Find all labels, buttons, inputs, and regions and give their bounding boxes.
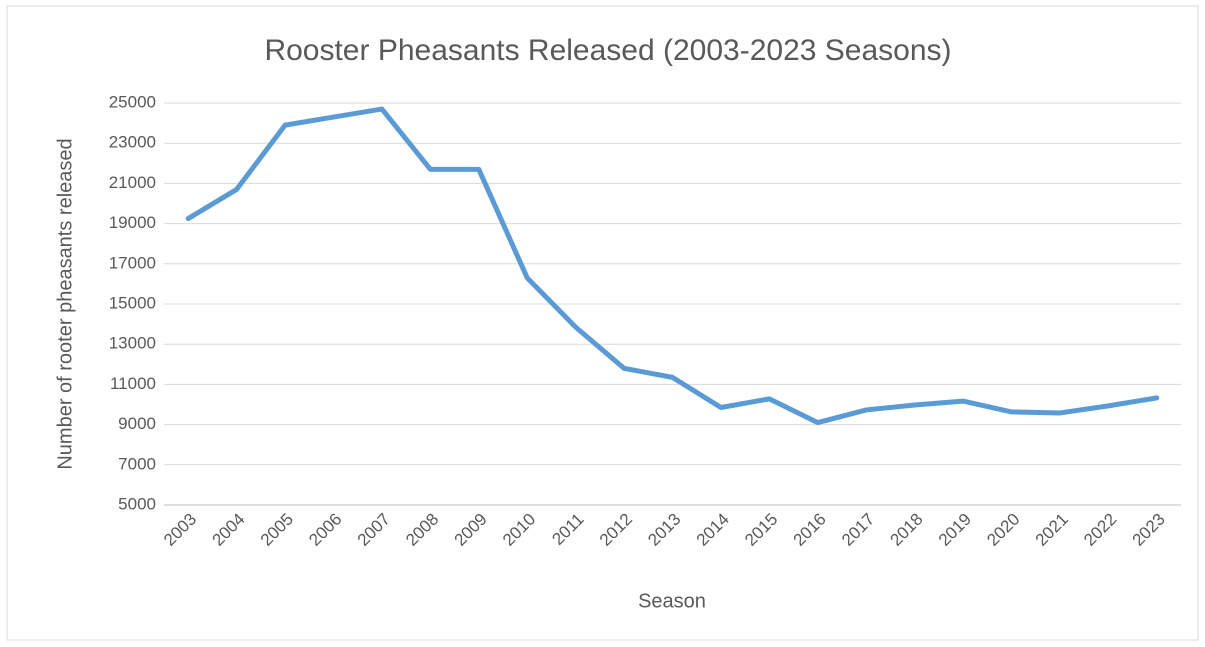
x-axis-label: Season <box>638 590 706 612</box>
y-tick-label: 17000 <box>109 253 156 272</box>
y-axis-label: Number of rooter pheasants released <box>54 138 76 469</box>
chart-frame <box>6 5 1199 641</box>
y-tick-label: 15000 <box>109 293 156 312</box>
y-tick-label: 21000 <box>109 173 156 192</box>
y-tick-label: 5000 <box>118 494 156 513</box>
data-line <box>185 106 1160 426</box>
y-tick-label: 19000 <box>109 213 156 232</box>
chart-title: Rooster Pheasants Released (2003-2023 Se… <box>264 34 951 67</box>
y-tick-label: 11000 <box>110 374 156 393</box>
y-tick-label: 25000 <box>109 92 156 111</box>
y-tick-label: 7000 <box>118 454 156 473</box>
y-tick-label: 13000 <box>109 334 156 353</box>
y-tick-label: 23000 <box>109 133 156 152</box>
y-tick-label: 9000 <box>118 414 156 433</box>
